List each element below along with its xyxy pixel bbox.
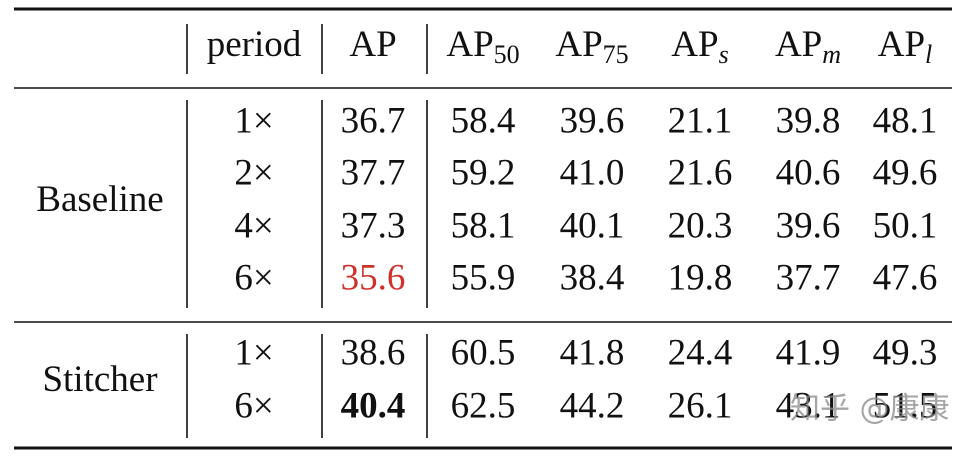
cell: 6× bbox=[234, 385, 273, 426]
header-text: period bbox=[207, 24, 302, 65]
header-text: AP bbox=[349, 24, 396, 65]
cell: 58.1 bbox=[451, 205, 516, 246]
cell: 49.6 bbox=[873, 152, 938, 193]
cell: 1× bbox=[234, 332, 273, 373]
header-text: AP bbox=[775, 24, 822, 65]
column-header: AP bbox=[349, 24, 396, 65]
cell: 24.4 bbox=[668, 332, 733, 373]
header-text: AP bbox=[446, 24, 493, 65]
column-header: APs bbox=[671, 24, 728, 68]
cell: 37.7 bbox=[776, 257, 841, 298]
cell: 59.2 bbox=[451, 152, 516, 193]
group-label: Baseline bbox=[36, 179, 163, 220]
column-header: period bbox=[207, 24, 302, 65]
column-header: APm bbox=[775, 24, 841, 68]
cell: 40.4 bbox=[341, 385, 406, 426]
cell: 21.6 bbox=[668, 152, 733, 193]
header-subscript: 75 bbox=[603, 40, 629, 69]
cell: 47.6 bbox=[873, 257, 938, 298]
cell: 49.3 bbox=[873, 332, 938, 373]
cell: 39.6 bbox=[560, 100, 625, 141]
cell: 38.4 bbox=[560, 257, 625, 298]
cell: 62.5 bbox=[451, 385, 516, 426]
cell: 36.7 bbox=[341, 100, 406, 141]
cell: 37.7 bbox=[341, 152, 406, 193]
column-header: APl bbox=[878, 24, 933, 68]
cell: 50.1 bbox=[873, 205, 938, 246]
cell: 41.8 bbox=[560, 332, 625, 373]
cell: 60.5 bbox=[451, 332, 516, 373]
cell: 19.8 bbox=[668, 257, 733, 298]
header-text: AP bbox=[878, 24, 925, 65]
cell: 35.6 bbox=[341, 257, 406, 298]
header-subscript: s bbox=[719, 40, 729, 69]
cell: 55.9 bbox=[451, 257, 516, 298]
cell: 41.0 bbox=[560, 152, 625, 193]
cell: 43.1 bbox=[776, 385, 841, 426]
column-header: AP50 bbox=[446, 24, 519, 68]
header-subscript: m bbox=[822, 40, 841, 69]
cell: 4× bbox=[234, 205, 273, 246]
cell: 58.4 bbox=[451, 100, 516, 141]
cell: 26.1 bbox=[668, 385, 733, 426]
cell: 51.5 bbox=[873, 385, 938, 426]
header-text: AP bbox=[671, 24, 718, 65]
cell: 6× bbox=[234, 257, 273, 298]
cell: 2× bbox=[234, 152, 273, 193]
cell: 41.9 bbox=[776, 332, 841, 373]
vertical-lines bbox=[186, 24, 428, 438]
cell: 20.3 bbox=[668, 205, 733, 246]
watermark: 知乎 @康康 bbox=[790, 392, 950, 427]
group-label: Stitcher bbox=[42, 359, 157, 400]
header-subscript: 50 bbox=[494, 40, 520, 69]
header-subscript: l bbox=[925, 40, 932, 69]
cell: 38.6 bbox=[341, 332, 406, 373]
cell: 44.2 bbox=[560, 385, 625, 426]
cell: 39.6 bbox=[776, 205, 841, 246]
cell: 48.1 bbox=[873, 100, 938, 141]
cell: 40.6 bbox=[776, 152, 841, 193]
cell: 37.3 bbox=[341, 205, 406, 246]
header-text: AP bbox=[555, 24, 602, 65]
cell: 21.1 bbox=[668, 100, 733, 141]
cell: 1× bbox=[234, 100, 273, 141]
cell: 39.8 bbox=[776, 100, 841, 141]
column-header: AP75 bbox=[555, 24, 628, 68]
cell: 40.1 bbox=[560, 205, 625, 246]
